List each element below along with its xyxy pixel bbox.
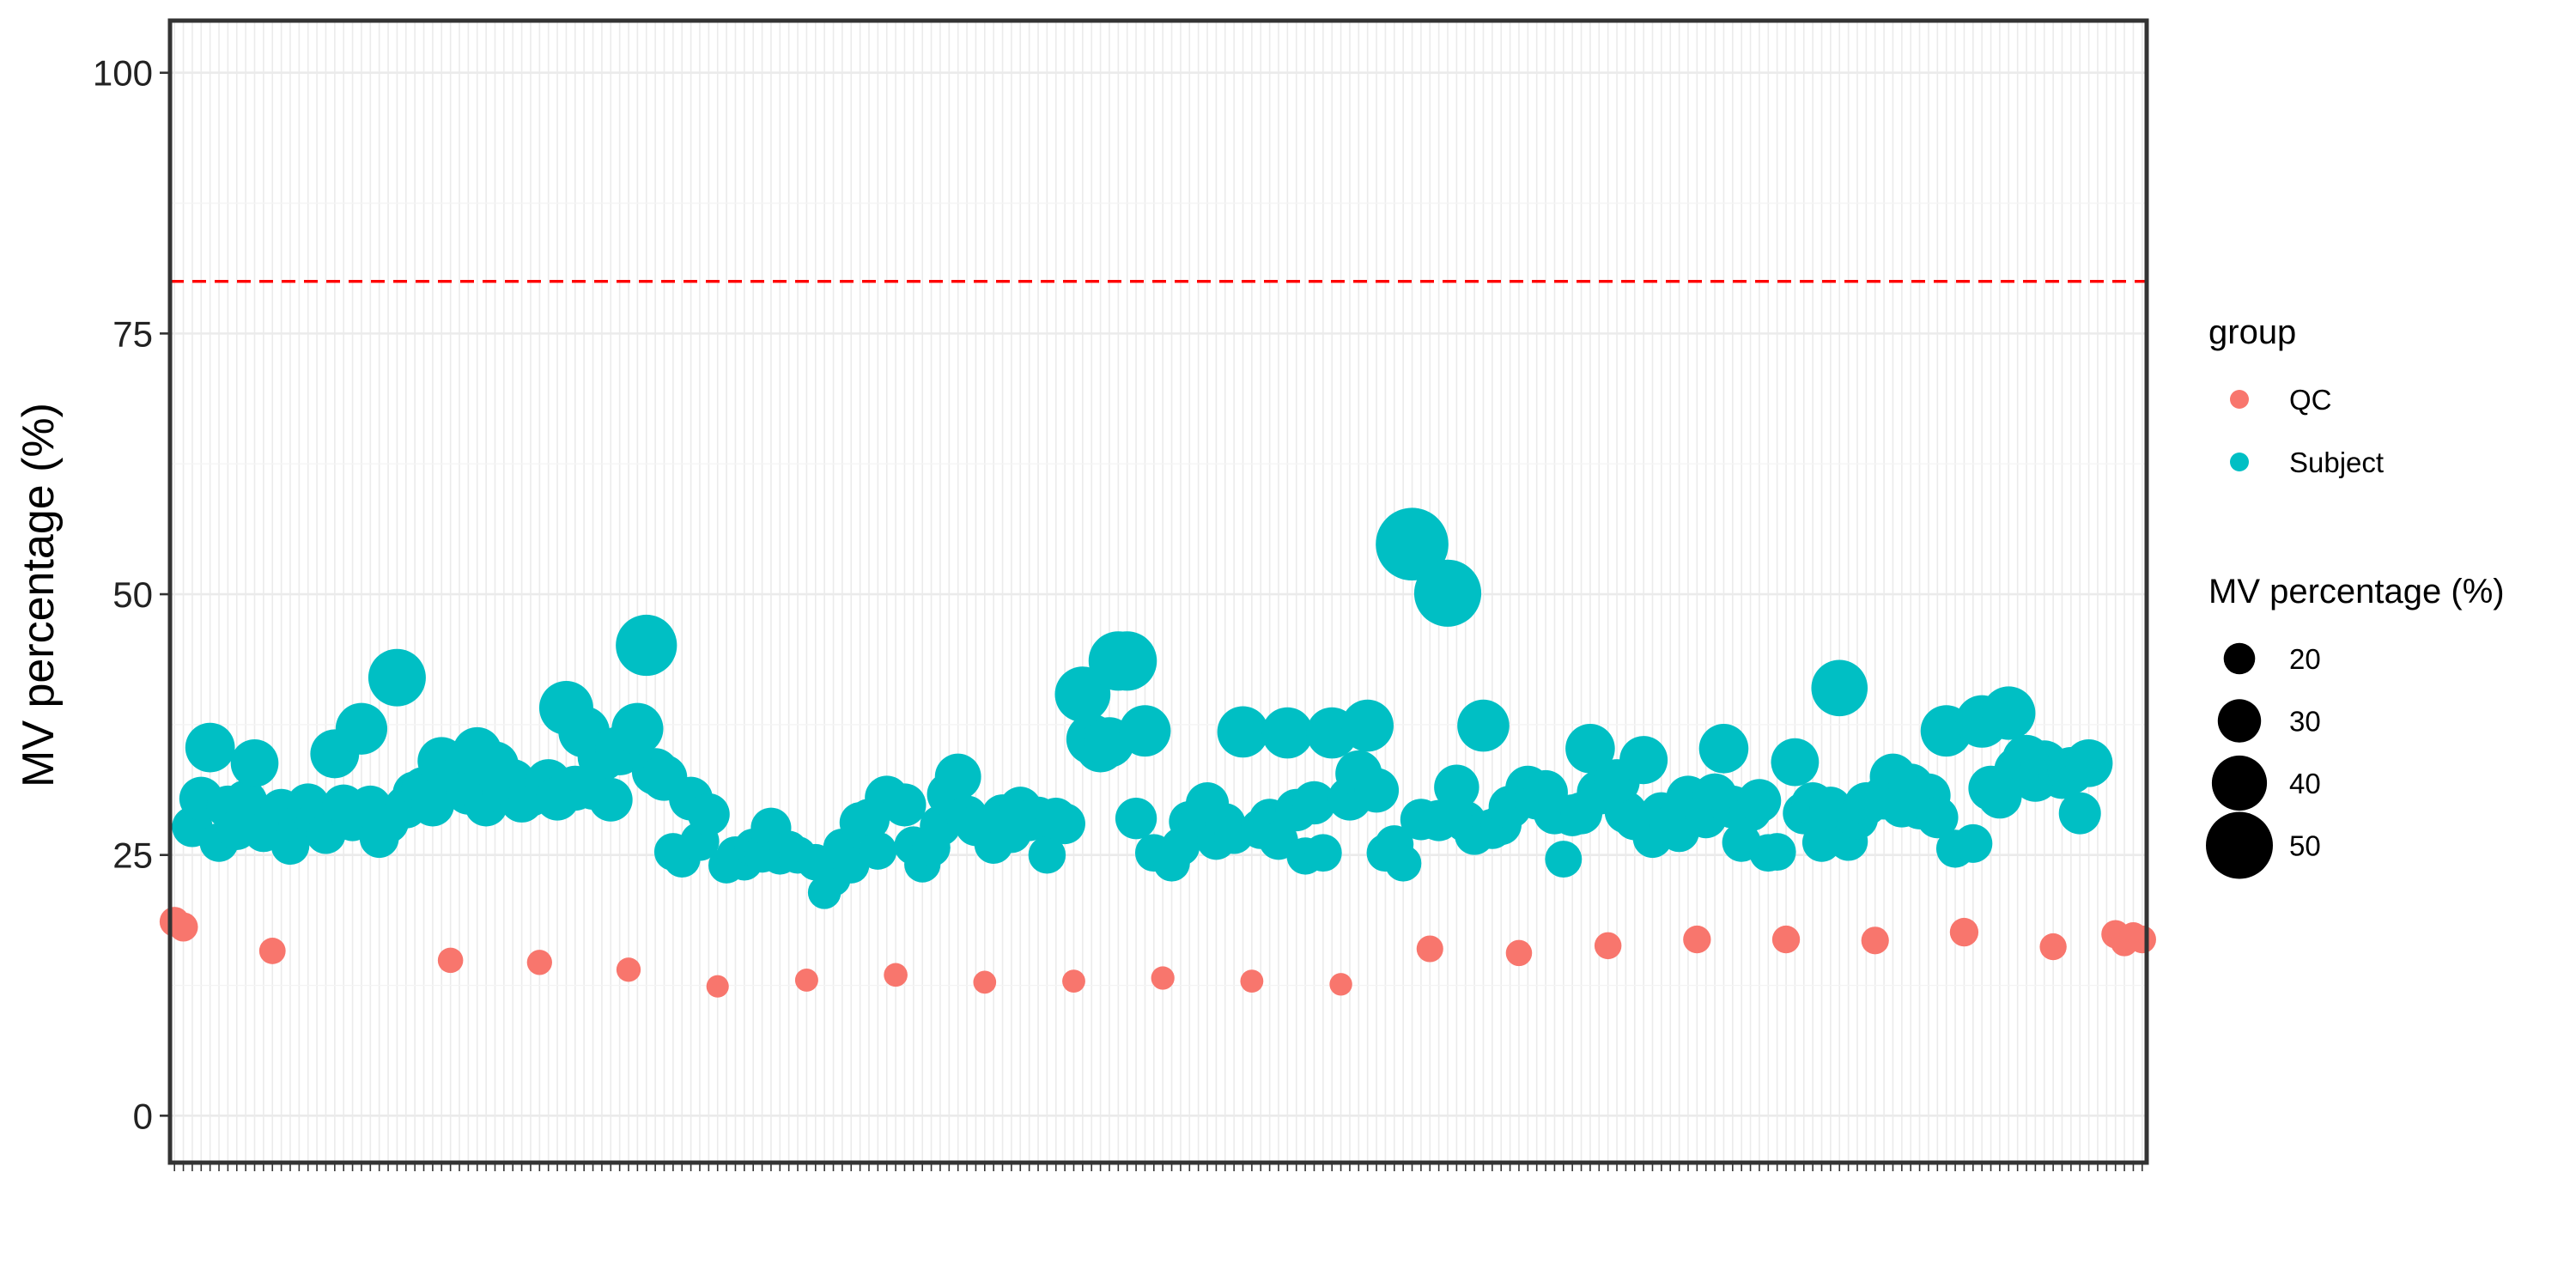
qc-point — [1240, 969, 1264, 993]
qc-point — [1683, 925, 1711, 954]
x-axis — [173, 1163, 2143, 1171]
legend-key-qc — [2230, 390, 2249, 409]
subject-point — [230, 738, 279, 787]
qc-point — [1329, 973, 1352, 996]
qc-point — [884, 963, 908, 987]
subject-point — [859, 831, 897, 870]
subject-point — [1261, 707, 1314, 759]
subject-point — [1044, 803, 1085, 845]
subject-point — [1217, 706, 1269, 758]
subject-point — [1758, 833, 1796, 872]
legend-label-qc: QC — [2289, 384, 2332, 416]
subject-point — [1115, 798, 1157, 840]
y-tick-label: 75 — [112, 313, 153, 354]
qc-point — [973, 970, 997, 994]
qc-point — [258, 938, 286, 964]
subject-point — [883, 783, 927, 827]
subject-point — [687, 793, 730, 835]
legend-size-key — [2223, 642, 2256, 675]
subject-point — [1953, 823, 1993, 863]
plot-border-group — [167, 18, 2149, 1165]
subject-point — [1119, 705, 1171, 757]
subject-point — [1376, 507, 1449, 581]
subject-point — [1771, 738, 1820, 787]
y-axis-title: MV percentage (%) — [14, 403, 64, 787]
subject-point — [934, 753, 981, 800]
qc-point — [526, 950, 552, 975]
legend-label-subject: Subject — [2289, 447, 2384, 478]
qc-point — [1505, 939, 1533, 967]
subject-point — [185, 722, 235, 773]
subject-point — [1545, 841, 1583, 878]
subject-point — [1917, 796, 1959, 839]
subject-point — [1292, 781, 1336, 825]
legend: group QC Subject MV percentage (%) 20 30 40 50 — [2206, 313, 2505, 879]
qc-point — [1771, 925, 1801, 954]
qc-point — [1949, 917, 1979, 947]
legend-size-label: 50 — [2289, 830, 2321, 862]
legend-size-key — [2211, 755, 2268, 811]
y-tick-label: 25 — [112, 835, 153, 876]
qc-point — [168, 912, 198, 942]
subject-point — [2058, 792, 2101, 835]
subject-point — [1384, 845, 1422, 882]
qc-point — [1062, 969, 1085, 993]
qc-point — [1151, 966, 1175, 990]
qc-point — [1861, 927, 1889, 955]
legend-size-title: MV percentage (%) — [2208, 573, 2505, 611]
subject-point — [1737, 779, 1782, 823]
subject-point — [223, 780, 268, 824]
subject-point — [368, 648, 426, 707]
legend-size-label: 20 — [2289, 643, 2321, 675]
y-axis: 0 25 50 75 100 — [93, 53, 170, 1136]
subject-point — [1457, 699, 1510, 752]
subject-point — [1619, 736, 1668, 785]
subject-point — [1028, 835, 1066, 874]
y-tick-label: 100 — [93, 53, 153, 94]
subject-point — [1413, 559, 1482, 627]
data-points — [159, 507, 2156, 998]
legend-size-key — [2217, 699, 2262, 743]
qc-point — [1416, 935, 1443, 963]
qc-point — [616, 957, 641, 982]
subject-point — [1354, 768, 1400, 813]
legend-key-subject — [2230, 453, 2249, 471]
legend-color-title: group — [2208, 313, 2296, 351]
qc-point — [794, 968, 818, 992]
subject-point — [1565, 724, 1615, 774]
subject-point — [1097, 631, 1157, 691]
subject-point — [1303, 834, 1342, 872]
qc-point — [2039, 933, 2067, 961]
subject-point — [1341, 699, 1394, 752]
qc-point — [437, 947, 464, 974]
subject-point — [1434, 764, 1479, 810]
plot-border — [167, 18, 2149, 1165]
subject-point — [611, 702, 664, 755]
legend-size-label: 30 — [2289, 706, 2321, 738]
subject-point — [1811, 659, 1868, 717]
y-tick-label: 50 — [112, 574, 153, 615]
qc-point — [1594, 932, 1622, 960]
legend-size-key — [2206, 811, 2273, 879]
subject-point — [616, 614, 677, 677]
y-tick-label: 0 — [133, 1096, 153, 1136]
qc-point — [2128, 925, 2156, 954]
subject-point — [2064, 738, 2113, 787]
legend-size-label: 40 — [2289, 768, 2321, 799]
subject-point — [335, 702, 388, 755]
plot-area — [170, 21, 2147, 1163]
subject-point — [588, 777, 633, 822]
subject-point — [1698, 724, 1749, 774]
subject-point — [1982, 686, 2036, 740]
plot-panel — [170, 21, 2147, 1163]
qc-point — [706, 975, 729, 998]
